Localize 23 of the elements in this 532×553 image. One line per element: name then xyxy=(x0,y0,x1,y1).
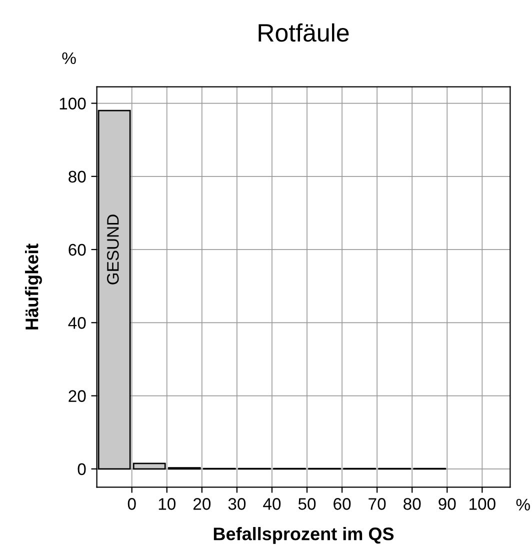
y-tick-label: 80 xyxy=(68,170,86,183)
text: % xyxy=(62,52,76,64)
chart-title: Rotfäule xyxy=(258,23,349,42)
y-tick-label: 0 xyxy=(78,463,86,476)
annotation: GESUND xyxy=(107,214,119,284)
x-tick-label: 20 xyxy=(193,498,211,510)
x-tick-label: 10 xyxy=(158,498,176,510)
x-axis-title: Befallsprozent im QS xyxy=(214,527,394,544)
x-tick-label: 0 xyxy=(128,498,136,510)
x-tick-label: 70 xyxy=(368,498,386,510)
x-tick-label: 80 xyxy=(404,498,421,510)
x-tick-label: 60 xyxy=(334,498,351,510)
y-axis-title: Häufigkeit xyxy=(25,244,42,330)
y-tick-label: 20 xyxy=(68,390,86,402)
x-tick-label: 50 xyxy=(298,498,316,510)
x-tick-label: 30 xyxy=(228,498,246,510)
x-tick-label: 90 xyxy=(438,498,456,510)
y-tick-label: 40 xyxy=(68,317,86,329)
y-tick-label: 60 xyxy=(68,244,86,256)
text: % xyxy=(516,498,530,510)
x-tick-label: 40 xyxy=(263,498,281,510)
y-tick-label: 100 xyxy=(60,98,86,110)
x-tick-label: 100 xyxy=(470,498,496,510)
